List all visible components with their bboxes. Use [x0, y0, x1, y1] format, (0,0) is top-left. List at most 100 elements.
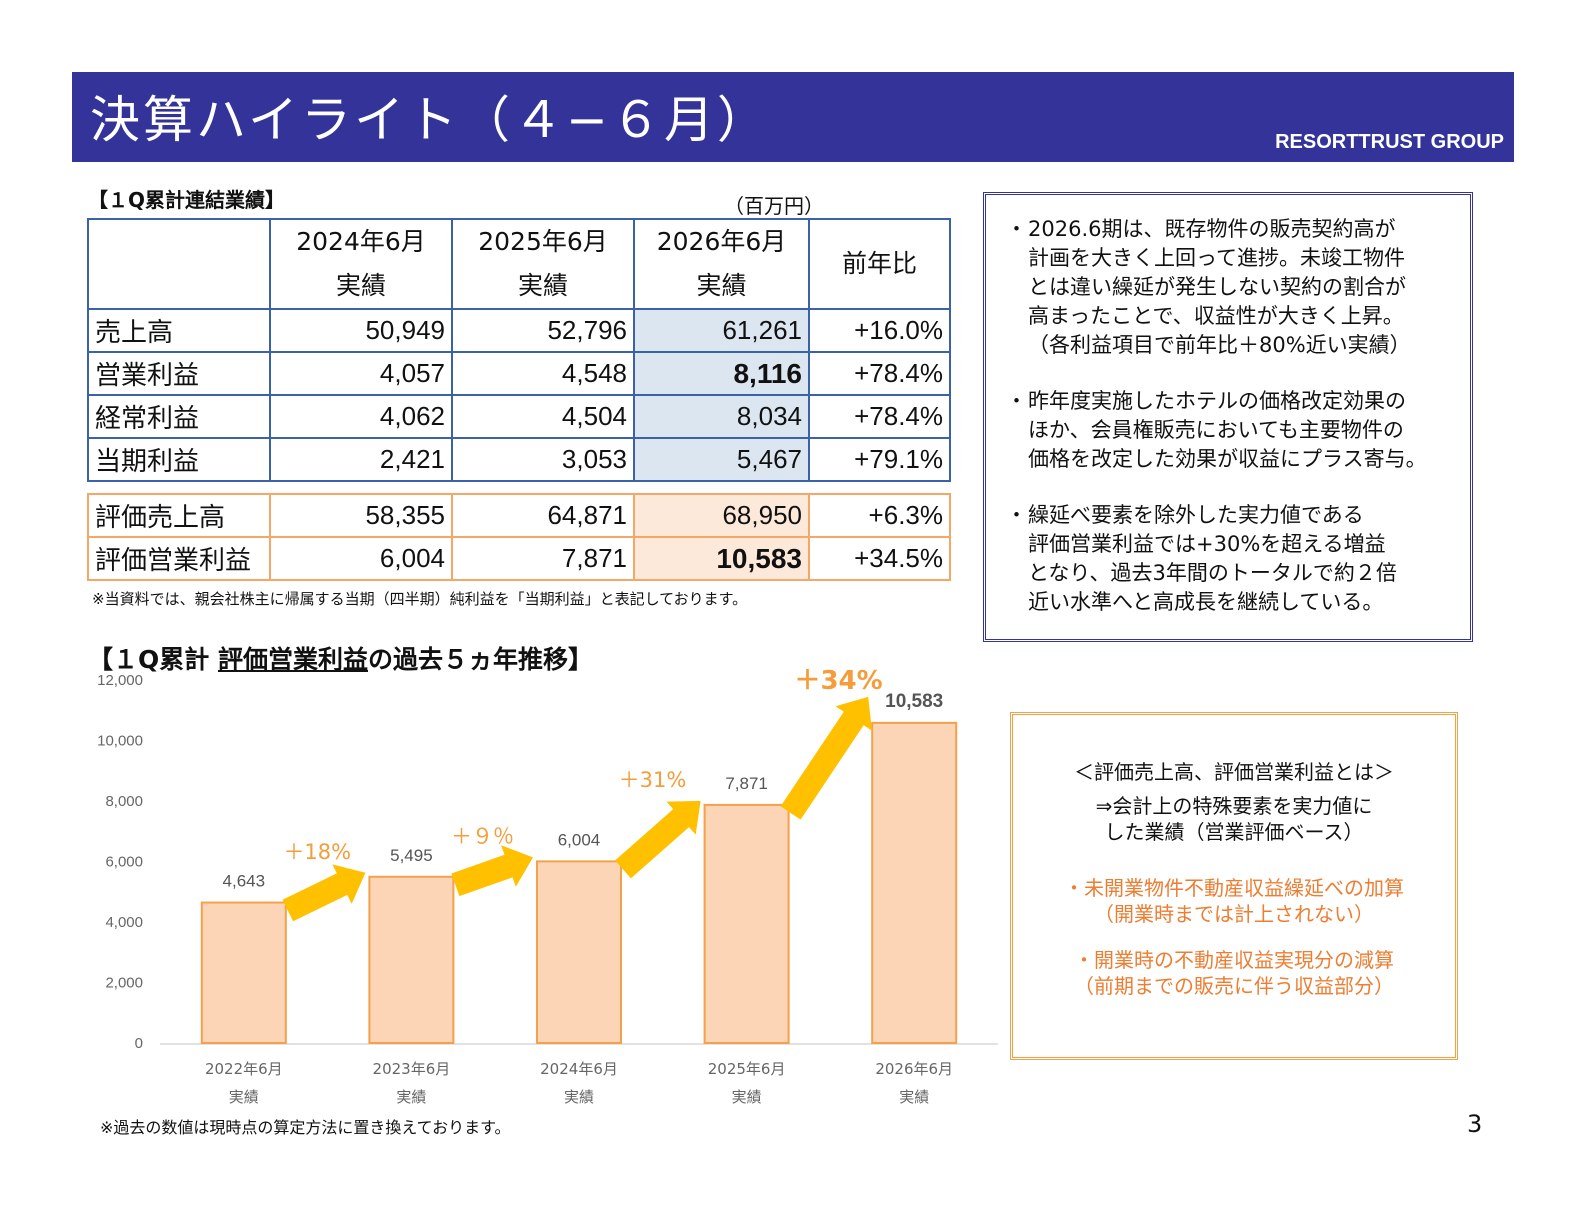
- x-tick-label: 2024年6月: [540, 1060, 618, 1078]
- table-row: 当期利益 2,421 3,053 5,467 +79.1%: [87, 437, 951, 482]
- x-tick-label: 2025年6月: [708, 1060, 786, 1078]
- x-tick-label: 実績: [396, 1088, 426, 1106]
- cell-value-highlight: 68,950: [633, 493, 810, 538]
- growth-arrow: [282, 864, 366, 922]
- cell-value: 3,053: [451, 437, 635, 482]
- row-label: 売上高: [87, 308, 271, 353]
- row-label: 評価売上高: [87, 493, 271, 538]
- cell-value-highlight: 10,583: [633, 536, 810, 581]
- bar-data-label: 10,583: [885, 691, 943, 712]
- definition-text: ⇒会計上の特殊要素を実力値に: [1095, 794, 1373, 818]
- bar-data-label: 5,495: [390, 846, 433, 865]
- cell-value: 58,355: [269, 493, 453, 538]
- cell-value: 52,796: [451, 308, 635, 353]
- header-col-2025: 2025年6月 実績: [451, 218, 635, 310]
- bar: [871, 721, 958, 1044]
- definition-item: （前期までの販売に伴う収益部分）: [1074, 974, 1394, 998]
- bar: [536, 860, 622, 1044]
- header-blank-cell: [87, 218, 271, 310]
- growth-label: ＋18%: [283, 840, 351, 864]
- y-tick-label: 2,000: [105, 975, 143, 992]
- cell-yoy: +78.4%: [808, 351, 951, 396]
- x-tick-label: 実績: [732, 1088, 762, 1106]
- operating-profit-bar-chart: 0 2,000 4,000 6,000 8,000 10,000 12,000 4,643 20…: [97, 668, 998, 1106]
- table-row: 評価営業利益 6,004 7,871 10,583 +34.5%: [87, 536, 951, 581]
- x-tick-label: 実績: [229, 1088, 259, 1106]
- evaluation-table: 評価売上高 58,355 64,871 68,950 +6.3% 評価営業利益 …: [87, 493, 951, 581]
- growth-arrow: [615, 800, 701, 879]
- definition-heading: ＜評価売上高、評価営業利益とは＞: [1074, 760, 1394, 784]
- cell-value: 6,004: [269, 536, 453, 581]
- y-tick-label: 0: [135, 1035, 143, 1052]
- definition-item: ・開業時の不動産収益実現分の減算: [1074, 948, 1394, 972]
- growth-arrow: [451, 845, 533, 897]
- bar: [703, 803, 790, 1044]
- cell-value-highlight: 5,467: [633, 437, 810, 482]
- commentary-bullet: ・ 繰延べ要素を除外した実力値である 評価営業利益では+30%を超える増益 とな…: [1006, 503, 1397, 614]
- cell-value: 4,548: [451, 351, 635, 396]
- x-tick-label: 2026年6月: [875, 1060, 953, 1078]
- cell-value-highlight: 8,034: [633, 394, 810, 439]
- bar-data-label: 4,643: [223, 872, 266, 891]
- trend-section-title: 【１Q累計 評価営業利益の過去５ヵ年推移】: [88, 645, 593, 674]
- y-tick-label: 8,000: [105, 793, 143, 810]
- definition-item: （開業時までは計上されない）: [1094, 902, 1374, 926]
- bar: [368, 875, 455, 1044]
- bar-data-label: 6,004: [558, 830, 601, 849]
- definition-text: した業績（営業評価ベース）: [1104, 820, 1364, 844]
- row-label: 営業利益: [87, 351, 271, 396]
- cell-yoy: +78.4%: [808, 394, 951, 439]
- brand-name: RESORTTRUST GROUP: [1275, 131, 1504, 153]
- cell-yoy: +6.3%: [808, 493, 951, 538]
- commentary-bullet: ・ 2026.6期は、既存物件の販売契約高が 計画を大きく上回って進捗。未竣工物…: [1006, 217, 1411, 357]
- page-number: 3: [1467, 1110, 1483, 1138]
- x-tick-label: 2023年6月: [373, 1060, 451, 1078]
- bar-data-label: 7,871: [725, 774, 768, 793]
- header-col-2024: 2024年6月 実績: [269, 218, 453, 310]
- growth-arrow: [780, 696, 872, 820]
- y-tick-label: 10,000: [97, 733, 143, 750]
- cell-value: 4,057: [269, 351, 453, 396]
- cell-value: 50,949: [269, 308, 453, 353]
- growth-label: ＋９％: [451, 824, 514, 848]
- commentary-box: ・ 2026.6期は、既存物件の販売契約高が 計画を大きく上回って進捗。未竣工物…: [983, 192, 1473, 642]
- cell-value: 4,062: [269, 394, 453, 439]
- cell-yoy: +34.5%: [808, 536, 951, 581]
- commentary-bullet: ・ 昨年度実施したホテルの価格改定効果の ほか、会員権販売においても主要物件の …: [1006, 389, 1427, 471]
- row-label: 当期利益: [87, 437, 271, 482]
- cell-value: 7,871: [451, 536, 635, 581]
- cell-yoy: +79.1%: [808, 437, 951, 482]
- slide-header: 決算ハイライト（４−６月） RESORTTRUST GROUP: [72, 72, 1514, 162]
- growth-label: ＋31%: [619, 768, 687, 792]
- cell-value-highlight: 61,261: [633, 308, 810, 353]
- x-tick-label: 実績: [899, 1088, 929, 1106]
- results-footnote: ※当資料では、親会社株主に帰属する当期（四半期）純利益を「当期利益」と表記してお…: [92, 590, 748, 608]
- cell-value: 4,504: [451, 394, 635, 439]
- table-header-row: 2024年6月 実績 2025年6月 実績 2026年6月 実績 前年比: [87, 218, 951, 310]
- y-tick-label: 6,000: [105, 854, 143, 871]
- definition-box: ＜評価売上高、評価営業利益とは＞ ⇒会計上の特殊要素を実力値に した業績（営業評…: [1010, 712, 1458, 1060]
- results-section-title: 【１Q累計連結業績】: [88, 188, 286, 212]
- cell-value: 64,871: [451, 493, 635, 538]
- cell-value-highlight: 8,116: [633, 351, 810, 396]
- header-col-yoy: 前年比: [808, 218, 951, 310]
- table-row: 営業利益 4,057 4,548 8,116 +78.4%: [87, 351, 951, 396]
- table-row: 経常利益 4,062 4,504 8,034 +78.4%: [87, 394, 951, 439]
- y-tick-label: 12,000: [97, 672, 143, 689]
- table-row: 売上高 50,949 52,796 61,261 +16.0%: [87, 308, 951, 353]
- row-label: 評価営業利益: [87, 536, 271, 581]
- chart-footnote: ※過去の数値は現時点の算定方法に置き換えております。: [100, 1118, 511, 1137]
- results-table: 2024年6月 実績 2025年6月 実績 2026年6月 実績 前年比 売上高 50…: [87, 218, 951, 482]
- x-tick-label: 実績: [564, 1088, 594, 1106]
- page-title: 決算ハイライト（４−６月）: [90, 91, 770, 149]
- cell-value: 2,421: [269, 437, 453, 482]
- growth-label: ＋34%: [794, 668, 882, 696]
- header-col-2026: 2026年6月 実績: [633, 218, 810, 310]
- row-label: 経常利益: [87, 394, 271, 439]
- bar: [200, 901, 287, 1044]
- table-row: 評価売上高 58,355 64,871 68,950 +6.3%: [87, 493, 951, 538]
- definition-item: ・未開業物件不動産収益繰延べの加算: [1064, 876, 1404, 900]
- y-tick-label: 4,000: [105, 914, 143, 931]
- x-tick-label: 2022年6月: [205, 1060, 283, 1078]
- unit-label: （百万円）: [724, 194, 824, 218]
